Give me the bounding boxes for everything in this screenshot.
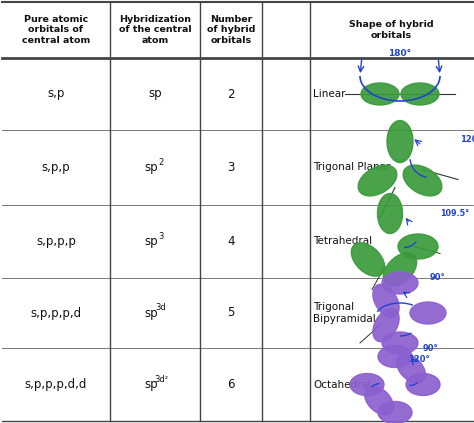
Ellipse shape [398, 234, 438, 259]
Text: Hybridization
of the central
atom: Hybridization of the central atom [118, 15, 191, 45]
Text: 180°: 180° [388, 49, 411, 58]
Ellipse shape [351, 243, 385, 276]
Ellipse shape [397, 354, 425, 383]
Ellipse shape [410, 302, 446, 324]
Ellipse shape [378, 346, 412, 368]
Ellipse shape [377, 193, 402, 233]
Ellipse shape [382, 272, 418, 294]
Text: 90°: 90° [423, 344, 439, 353]
Text: s,p,p,p,d,d: s,p,p,p,d,d [25, 378, 87, 391]
Text: Tetrahedral: Tetrahedral [313, 236, 372, 247]
Text: Trigonal
Bipyramidal: Trigonal Bipyramidal [313, 302, 376, 324]
Text: Pure atomic
orbitals of
central atom: Pure atomic orbitals of central atom [22, 15, 90, 45]
Ellipse shape [365, 386, 393, 415]
Ellipse shape [350, 374, 384, 396]
Text: s,p: s,p [47, 88, 64, 101]
Ellipse shape [403, 165, 442, 196]
Text: 3: 3 [158, 232, 164, 241]
Ellipse shape [361, 83, 399, 105]
Text: s,p,p,p: s,p,p,p [36, 235, 76, 248]
Text: sp: sp [144, 235, 158, 248]
Ellipse shape [373, 309, 399, 342]
Text: 120°: 120° [408, 355, 430, 364]
Text: s,p,p: s,p,p [42, 161, 70, 174]
Ellipse shape [378, 401, 412, 423]
Text: 5: 5 [228, 307, 235, 319]
Text: 2: 2 [158, 158, 164, 167]
Text: sp: sp [144, 378, 158, 391]
Text: 3d: 3d [155, 303, 166, 313]
Ellipse shape [383, 253, 417, 286]
Text: Linear: Linear [313, 89, 346, 99]
Text: s,p,p,p,d: s,p,p,p,d [30, 307, 82, 319]
Text: Trigonal Planar: Trigonal Planar [313, 162, 391, 173]
Ellipse shape [358, 165, 397, 196]
Text: Shape of hybrid
orbitals: Shape of hybrid orbitals [349, 20, 434, 40]
Ellipse shape [401, 83, 439, 105]
Ellipse shape [406, 374, 440, 396]
Text: 109.5°: 109.5° [440, 209, 469, 218]
Text: 2: 2 [227, 88, 235, 101]
Text: Number
of hybrid
orbitals: Number of hybrid orbitals [207, 15, 255, 45]
Text: sp: sp [144, 307, 158, 319]
Text: 3: 3 [228, 161, 235, 174]
Text: 90°: 90° [430, 274, 446, 283]
Text: sp: sp [144, 161, 158, 174]
Text: 120°: 120° [460, 135, 474, 144]
Text: sp: sp [148, 88, 162, 101]
Ellipse shape [382, 332, 418, 354]
Ellipse shape [387, 121, 413, 162]
Text: Octahedral: Octahedral [313, 379, 371, 390]
Text: 6: 6 [227, 378, 235, 391]
Text: 4: 4 [227, 235, 235, 248]
Text: 3d²: 3d² [154, 375, 168, 384]
Ellipse shape [373, 284, 399, 317]
